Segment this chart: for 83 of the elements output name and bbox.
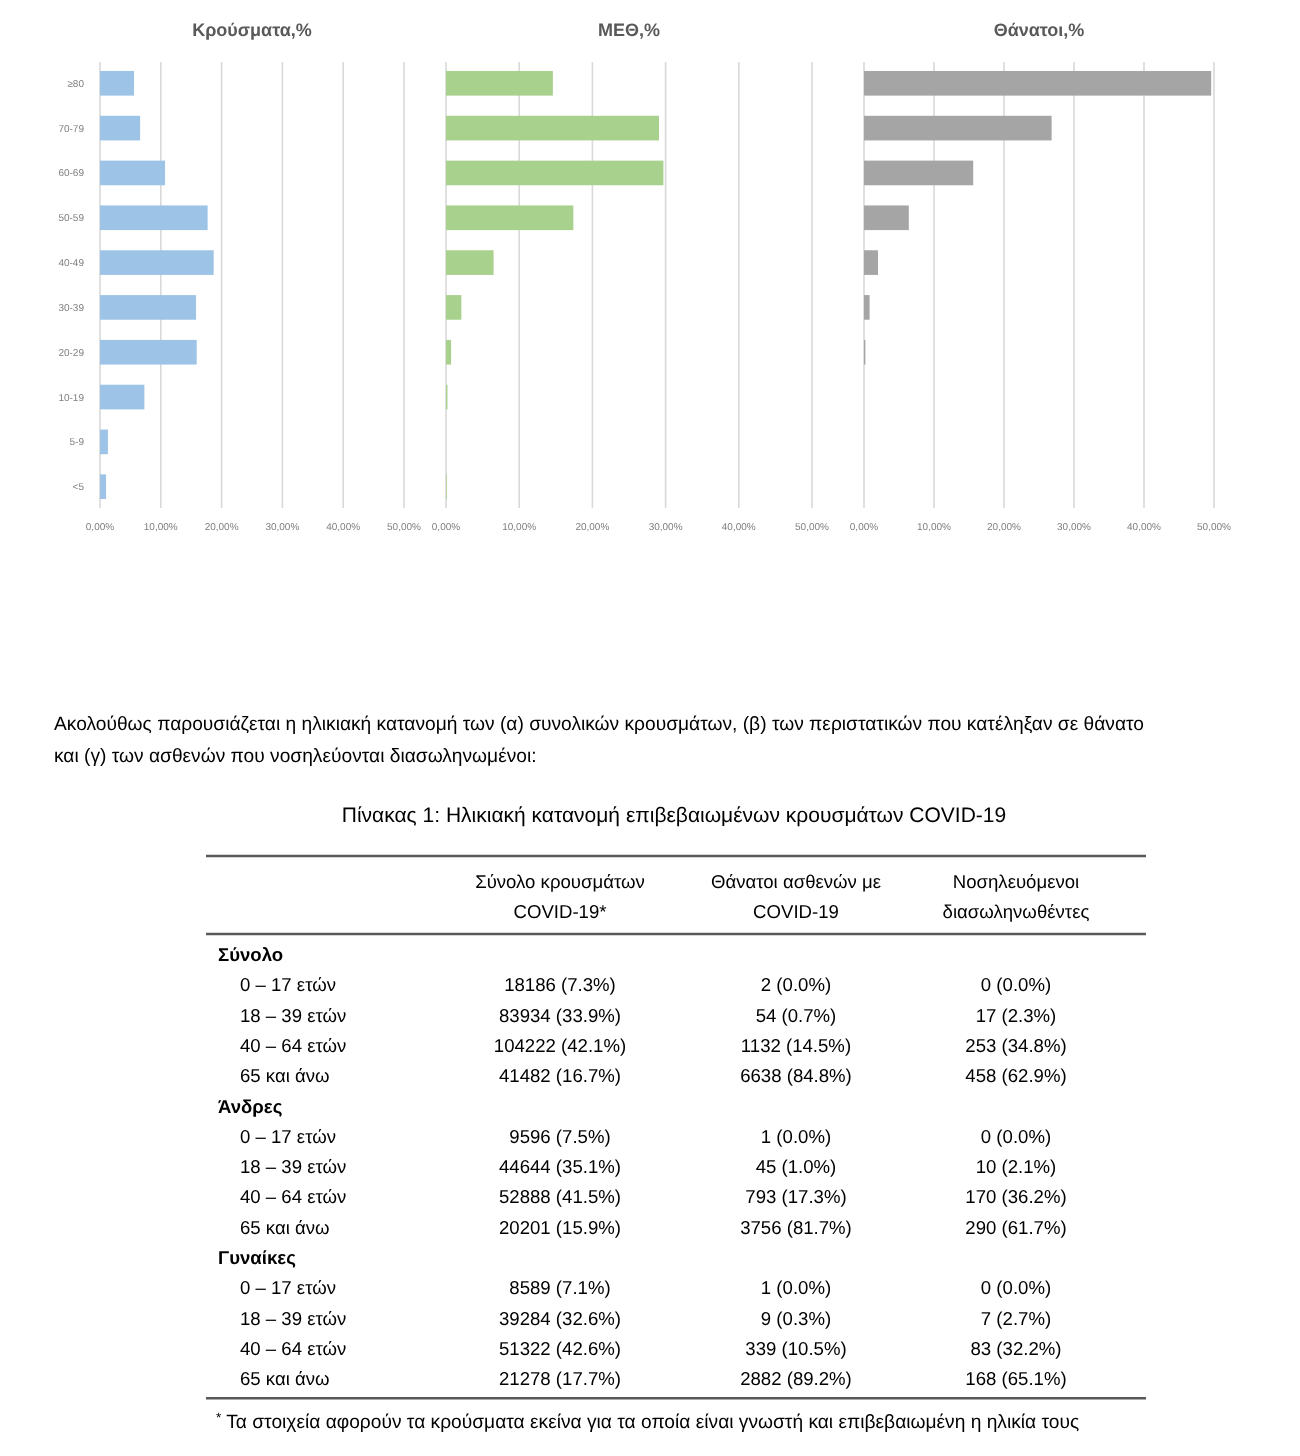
bar [100,384,145,410]
category-label: 18 – 39 ετών [240,1157,347,1178]
bar [100,70,135,96]
bar [864,70,1212,96]
bar [864,160,974,186]
bar [100,205,208,231]
chart-title: Θάνατοι,% [993,20,1085,40]
category-label: 65 και άνω [240,1369,330,1390]
text: 0 (0.0%) [980,1126,1052,1147]
bar [864,295,870,320]
text: 458 (62.9%) [965,1066,1067,1087]
text: 3756 (81.7%) [740,1217,852,1238]
text: 54 (0.7%) [755,1005,837,1026]
text: 20201 (15.9%) [499,1217,621,1238]
category-label: Θάνατοι ασθενών με COVID-19 [710,872,882,922]
text: 39284 (32.6%) [499,1308,621,1329]
text: 21278 (17.7%) [499,1369,621,1390]
text: 44644 (35.1%) [499,1157,621,1178]
text: 83 (32.2%) [970,1338,1062,1359]
text: 0 (0.0%) [980,975,1052,996]
category-label: 40 – 64 ετών [240,1187,347,1208]
text: 9596 (7.5%) [509,1126,611,1147]
text: 6638 (84.8%) [740,1066,852,1087]
category-label: 18 – 39 ετών [240,1308,347,1329]
text: 168 (65.1%) [965,1369,1067,1390]
bar [864,115,1052,141]
bar [100,295,197,320]
bar [864,205,909,231]
text: 290 (61.7%) [965,1217,1067,1238]
bar [864,250,878,275]
bar [100,339,197,365]
text: 83934 (33.9%) [499,1005,621,1026]
category-label: 40 – 64 ετών [240,1035,347,1056]
text: 253 (34.8%) [965,1035,1067,1056]
text: 10 (2.1%) [975,1157,1057,1178]
bar [100,474,107,500]
text: 339 (10.5%) [745,1338,847,1359]
text: 41482 (16.7%) [499,1066,621,1087]
text: Πίνακας 1: Ηλικιακή κατανομή επιβεβαιωμένων κρουσμάτων COVID-19 [341,804,1007,828]
bar [446,160,664,186]
text: 170 (36.2%) [965,1187,1067,1208]
text: 104222 (42.1%) [493,1035,627,1056]
category-label: 40 – 64 ετών [240,1338,347,1359]
text: 7 (2.7%) [980,1308,1052,1329]
bar [446,115,660,141]
text: 52888 (41.5%) [499,1187,621,1208]
category-label: 0 – 17 ετών [240,1278,337,1299]
bar [100,160,166,186]
category-label: 65 και άνω [240,1066,330,1087]
category-label: Άνδρες [218,1096,283,1117]
text: 9 (0.3%) [760,1308,832,1329]
category-label: 18 – 39 ετών [240,1005,347,1026]
category-label: 0 – 17 ετών [240,975,337,996]
chart-title: Κρούσματα,% [192,20,312,40]
text: 17 (2.3%) [975,1005,1057,1026]
category-label: Γυναίκες [218,1248,296,1268]
text: 8589 (7.1%) [509,1278,611,1299]
category-label: Νοσηλευόμενοι διασωληνωθέντες [942,872,1091,922]
text: 45 (1.0%) [755,1157,837,1178]
bar [100,250,214,275]
text: Ακολούθως παρουσιάζεται η ηλικιακή κατανομή των (α) συνολικών κρουσμάτων, (β) των περιστατικών που κατέληξαν σε θάνατο και (γ) των ασθενών που νοσηλεύονται διασωληνωμένοι: [54,714,1144,768]
text: 2882 (89.2%) [740,1369,852,1390]
category-label: Σύνολο [218,945,284,965]
category-label: 65 και άνω [240,1217,330,1238]
chart-title: ΜΕΘ,% [597,20,661,40]
text: 1132 (14.5%) [740,1035,852,1056]
bar [446,295,462,320]
bar [446,205,574,231]
text: 51322 (42.6%) [499,1338,621,1359]
text: 2 (0.0%) [760,975,832,996]
text: 1 (0.0%) [760,1278,832,1299]
text: 793 (17.3%) [745,1187,847,1208]
text: 18186 (7.3%) [504,975,616,996]
bar [100,429,108,455]
bar [446,70,553,96]
bar [446,250,494,275]
category-label: 0 – 17 ετών [240,1126,337,1147]
category-label: Σύνολο κρουσμάτων COVID-19* [475,872,646,922]
bar [100,115,141,141]
text: 1 (0.0%) [760,1126,832,1147]
bar [446,339,452,365]
text: 0 (0.0%) [980,1278,1052,1299]
text: $^{*}$ Τα στοιχεία αφορούν τα κρούσματα εκείνα για τα οποία είναι γνωστή και επιβεβαιωμένη η ηλικία τους [216,1411,1080,1435]
